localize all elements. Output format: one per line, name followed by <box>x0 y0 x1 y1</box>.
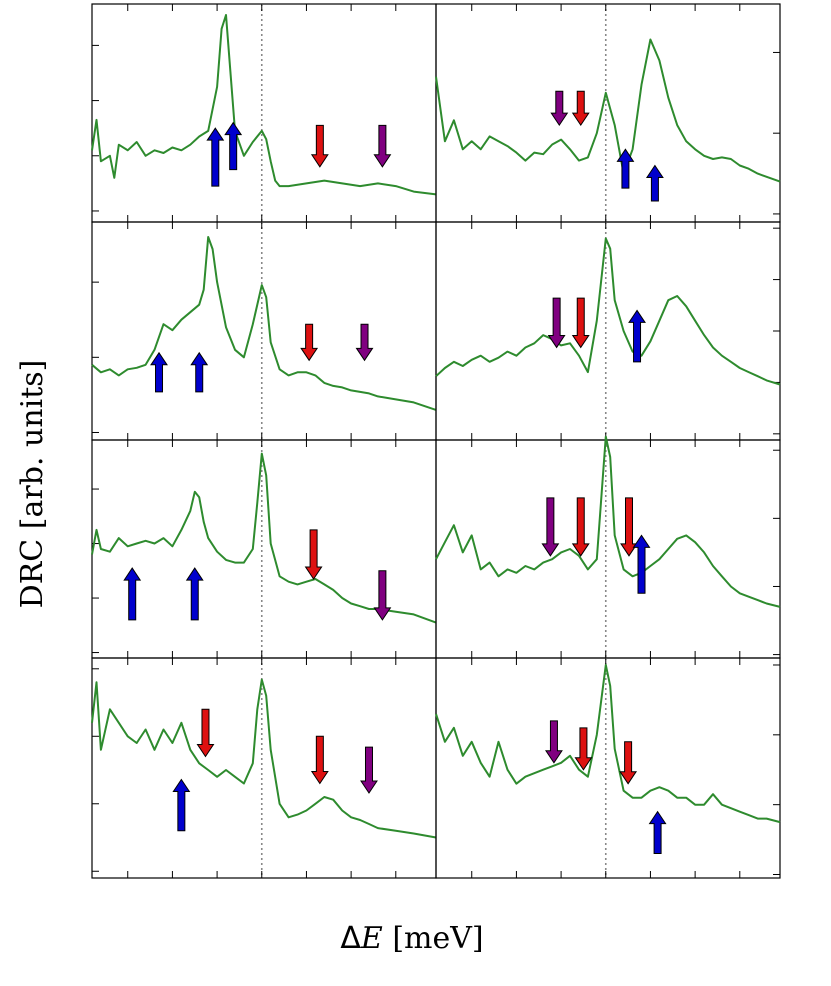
panel-h-bp-arrow <box>574 727 593 771</box>
panel-g-bp-arrow <box>196 708 215 758</box>
y-axis-label: DRC [arb. units] <box>15 360 50 609</box>
panel-e-za-arrow <box>123 567 142 621</box>
x-axis-label-var: E <box>360 921 383 956</box>
panel-b-bp-arrow <box>571 90 590 127</box>
panel-f-za-arrow <box>632 534 651 594</box>
panel-e-series-line <box>91 452 437 624</box>
panel-h-bp-arrow <box>619 741 638 785</box>
panel-e-za-arrow <box>185 567 204 621</box>
panel-e-frame <box>91 439 437 659</box>
panel-f-b2-arrow <box>541 497 560 557</box>
panel-g-b2-arrow <box>360 746 378 794</box>
panels-layer <box>91 3 781 879</box>
panel-d-b2-arrow <box>547 297 566 349</box>
panel-b-za-arrow <box>616 148 635 189</box>
panel-b-series-line <box>435 38 781 183</box>
panel-a-b2-arrow <box>373 124 392 168</box>
panel-b-b2-arrow <box>550 90 569 127</box>
panel-e-bp-arrow <box>304 529 323 580</box>
x-axis-label: ΔE [meV] <box>340 921 483 956</box>
panel-g-bp-arrow <box>310 735 329 785</box>
panel-d-frame <box>435 221 781 441</box>
panel-c-bp-arrow <box>300 323 319 362</box>
panel-g-za-arrow <box>172 778 191 832</box>
panel-c-za-arrow <box>190 351 209 393</box>
panel-a-frame <box>91 3 437 223</box>
panel-c-b2-arrow <box>355 323 374 362</box>
panel-h-za-arrow <box>648 810 667 855</box>
panel-a-za-arrow <box>206 127 225 187</box>
panel-c-series-line <box>91 236 437 411</box>
panel-c-za-arrow <box>150 351 168 393</box>
x-axis-label-unit: [meV] <box>383 921 484 956</box>
panel-a-za-arrow <box>224 121 243 171</box>
panel-e-b2-arrow <box>373 570 392 621</box>
panel-h-b2-arrow <box>545 720 563 764</box>
panel-c-frame <box>91 221 437 441</box>
panel-d-za-arrow <box>628 309 646 363</box>
panel-h-series-line <box>435 664 781 824</box>
panel-h-frame <box>435 657 781 879</box>
panel-f-series-line <box>435 435 781 608</box>
panel-f-bp-arrow <box>571 497 590 557</box>
panel-d-bp-arrow <box>571 297 590 349</box>
panel-f-frame <box>435 439 781 659</box>
panel-g-series-line <box>91 678 437 839</box>
panel-a-bp-arrow <box>310 124 329 168</box>
x-axis-label-delta: Δ <box>340 921 361 956</box>
panel-d-series-line <box>435 237 781 386</box>
panel-b-za-arrow <box>645 164 664 202</box>
panel-b-frame <box>435 3 781 223</box>
panel-a-series-line <box>91 14 437 196</box>
panel-f-bp-arrow <box>620 497 638 557</box>
